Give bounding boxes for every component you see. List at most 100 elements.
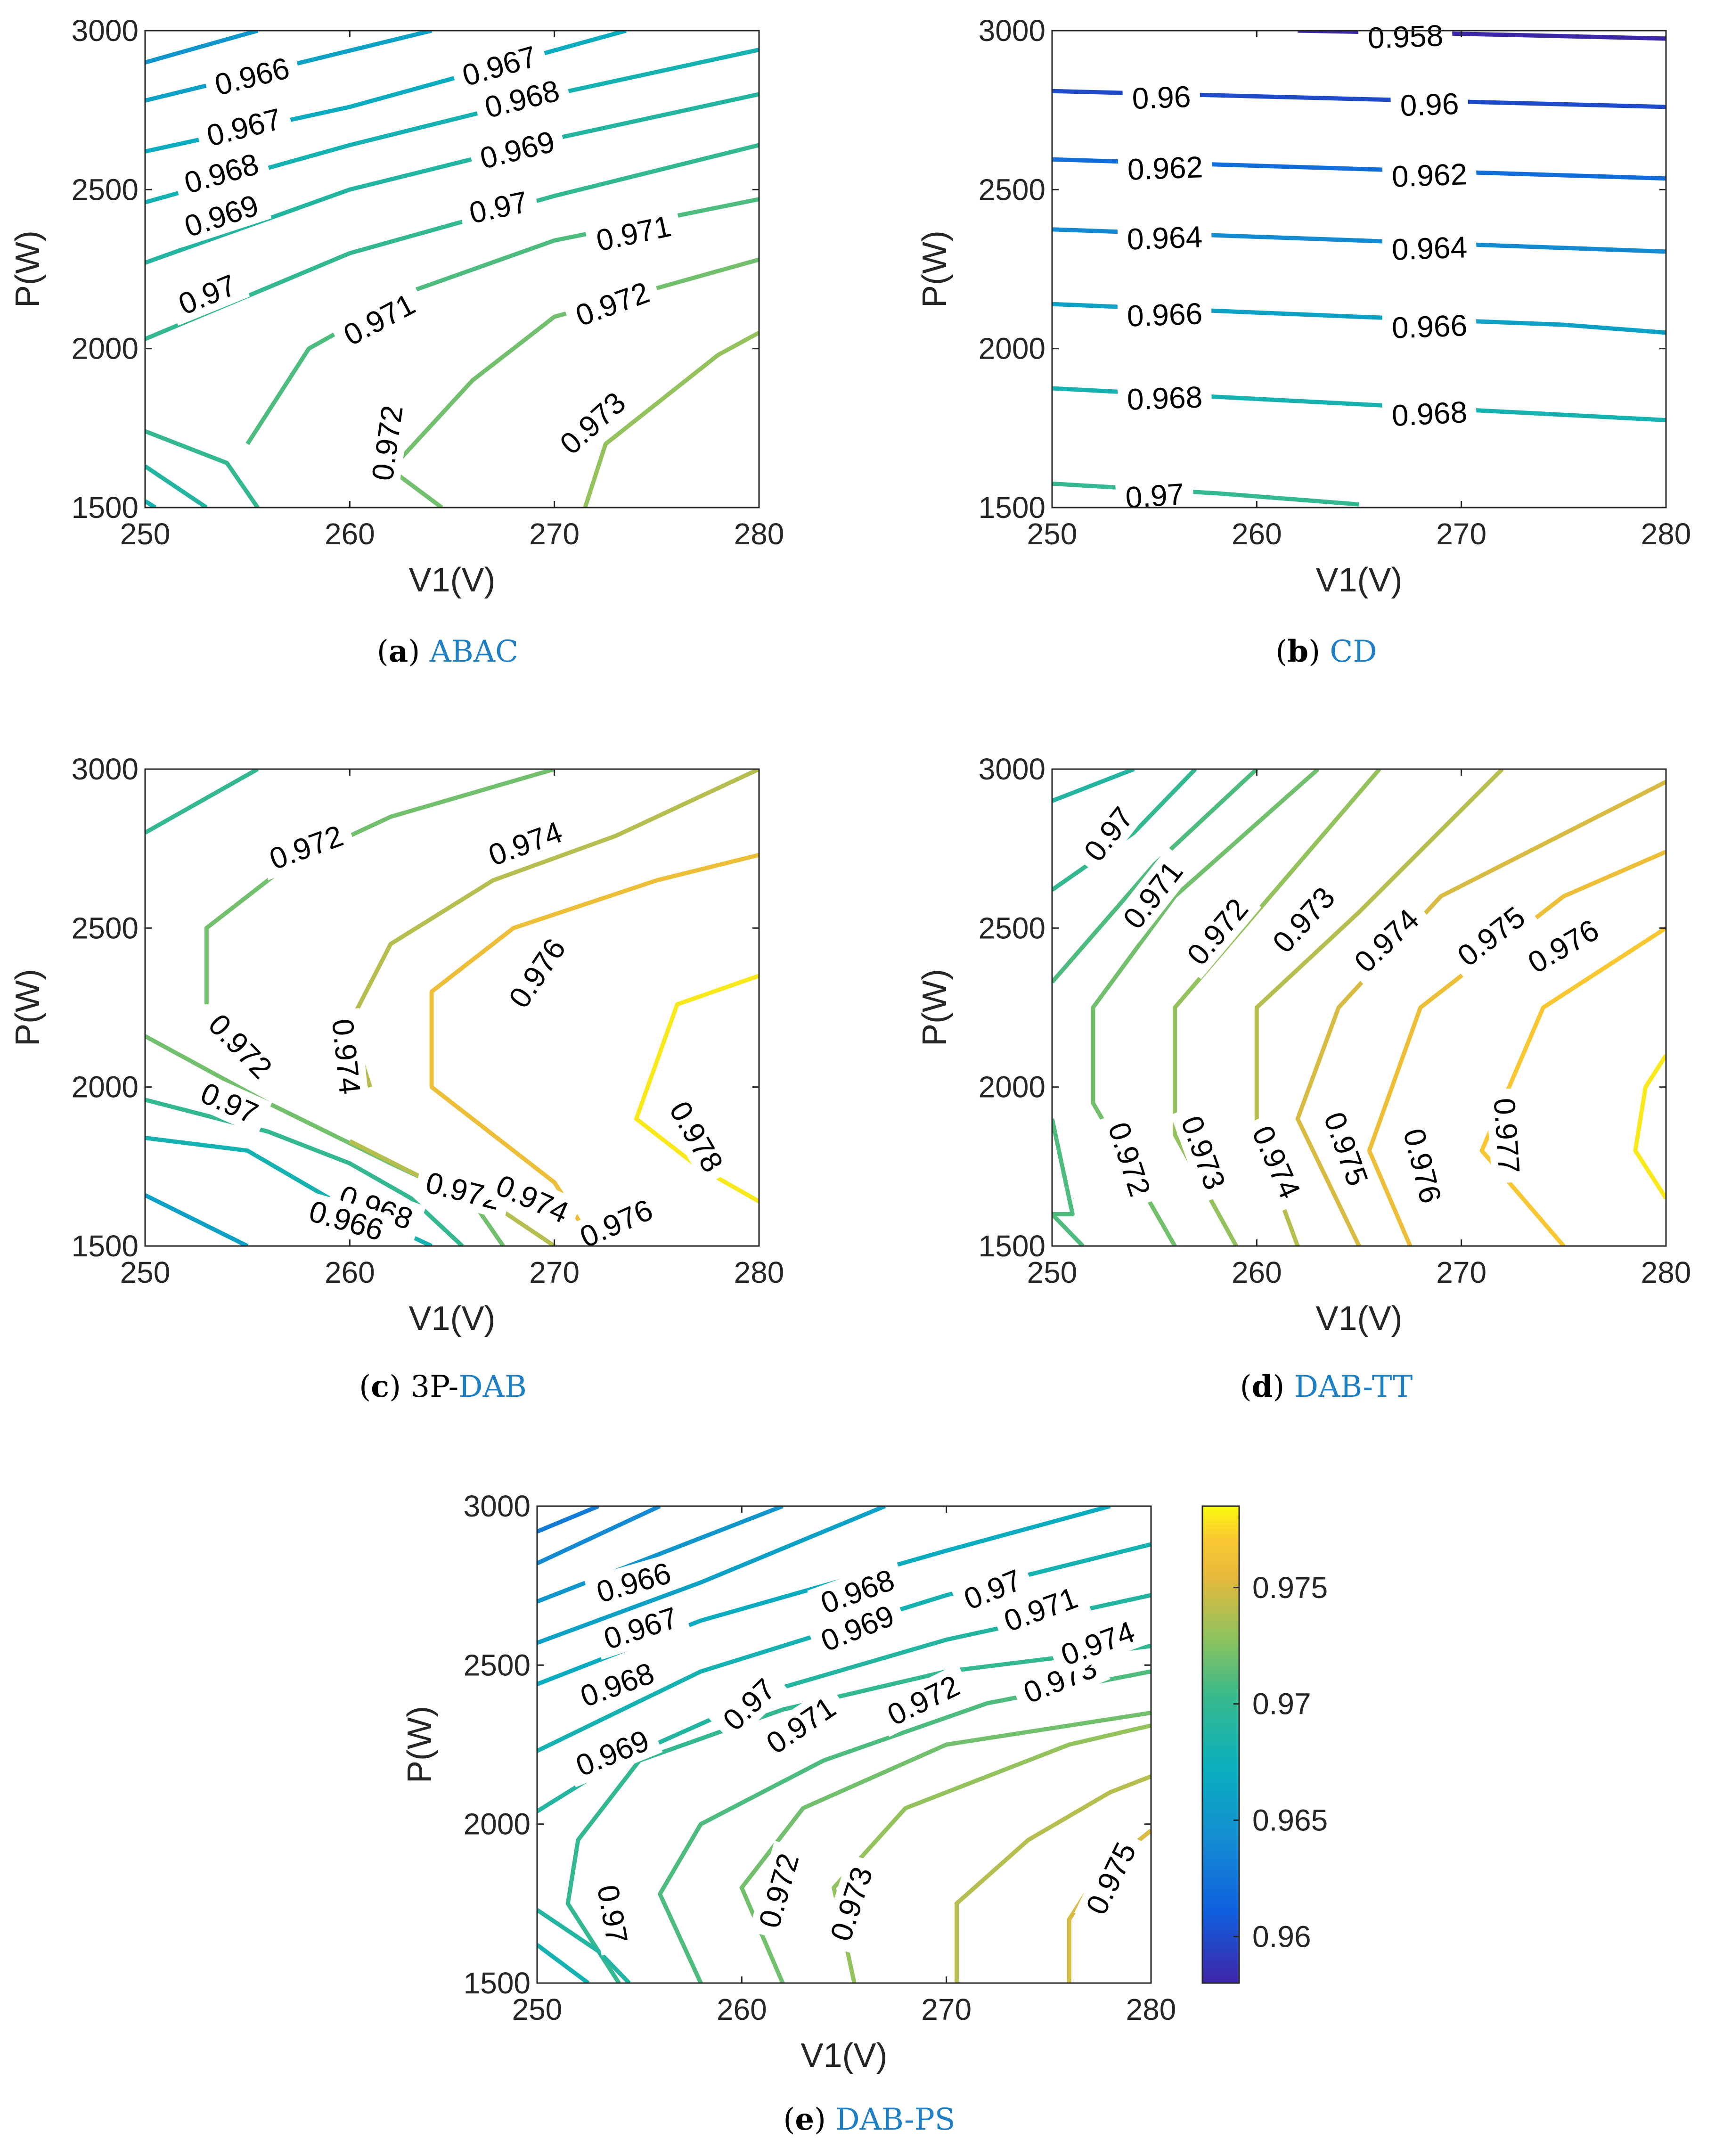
colorbar-tick-label: 0.96 — [1252, 1919, 1311, 1953]
x-tick-label: 250 — [1027, 1255, 1078, 1289]
caption-c-link[interactable]: DAB — [458, 1369, 527, 1404]
contour-label-bg — [950, 1558, 1036, 1621]
x-tick-label: 260 — [717, 1992, 767, 2026]
contour-line-0-976 — [429, 853, 759, 1246]
y-tick-label: 1500 — [464, 1966, 531, 2000]
contour-label-bg — [588, 1873, 637, 1956]
y-axis-label: P(W) — [9, 230, 47, 308]
contour-label-bg — [449, 36, 550, 96]
caption-a-letter: a — [388, 634, 408, 669]
contour-line-0-974 — [954, 1774, 1151, 1983]
contour-label-bg — [1390, 85, 1469, 124]
caption-e-letter: e — [795, 2102, 815, 2137]
caption-c: (c) 3P-DAB — [359, 1369, 527, 1404]
contour-line-0-964 — [537, 1506, 661, 1566]
contour-label-bg — [194, 98, 294, 156]
x-tick-label: 280 — [734, 1255, 784, 1289]
y-tick-label: 2000 — [72, 332, 139, 366]
contour-label-bg — [171, 143, 272, 204]
x-tick-label: 250 — [1027, 517, 1078, 551]
contour-line-0-97 — [1052, 481, 1359, 507]
contour-label-bg — [472, 70, 572, 128]
y-axis-label: P(W) — [401, 1706, 439, 1783]
contour-label: 0.966 — [1127, 296, 1203, 333]
contour-label-bg — [990, 1576, 1091, 1642]
y-tick-label: 1500 — [72, 491, 139, 525]
contour-line-0-966 — [145, 1193, 249, 1246]
caption-d-link[interactable]: DAB-TT — [1294, 1369, 1413, 1404]
contour-label-bg — [1358, 17, 1453, 57]
x-tick-label: 280 — [1641, 517, 1691, 551]
contour-label-bg — [1382, 307, 1477, 346]
contour-label-bg — [566, 1188, 667, 1259]
caption-e: (e) DAB-PS — [783, 2102, 956, 2137]
x-tick-label: 250 — [120, 1255, 171, 1289]
y-tick-label: 1500 — [979, 491, 1045, 525]
x-tick-label: 270 — [529, 517, 580, 551]
contour-label-bg — [657, 1087, 735, 1187]
contour-label-bg — [1122, 78, 1201, 117]
contour-label-bg — [1382, 156, 1477, 195]
x-tick-label: 250 — [120, 517, 171, 551]
contour-label-bg — [1117, 295, 1212, 335]
caption-a-link[interactable]: ABAC — [429, 634, 519, 669]
contour-label-bg — [1170, 1102, 1236, 1203]
panel-c-3p-dab: 0.972 0.9740.9740.9760.9760.9780.9720.970… — [9, 752, 784, 1337]
contour-line-0-975 — [1295, 779, 1666, 1246]
caption-b: (b) CD — [1275, 634, 1377, 669]
contour-label: 0.977 — [1487, 1097, 1527, 1175]
contour-label: 0.964 — [1127, 220, 1203, 256]
contour-label-bg — [1513, 907, 1613, 985]
contour-line-0-971 — [1052, 1118, 1075, 1216]
y-tick-label: 2000 — [464, 1807, 531, 1841]
contour-label: 0.962 — [1391, 157, 1468, 194]
y-tick-label: 2500 — [72, 911, 139, 945]
x-tick-label: 260 — [325, 1255, 375, 1289]
x-tick-label: 260 — [1232, 517, 1282, 551]
y-tick-label: 3000 — [72, 752, 139, 786]
contour-label-bg — [709, 1664, 790, 1745]
contour-label-bg — [1486, 1088, 1528, 1184]
contour-line-0-97 — [145, 769, 259, 835]
x-tick-label: 270 — [1436, 1255, 1486, 1289]
caption-e-link[interactable]: DAB-PS — [835, 2102, 956, 2137]
contour-label: 0.962 — [1127, 150, 1204, 187]
caption-b-link[interactable]: CD — [1330, 634, 1377, 669]
contour-label: 0.974 — [326, 1017, 367, 1096]
y-axis-label: P(W) — [9, 969, 47, 1046]
y-axis-label: P(W) — [916, 230, 954, 308]
y-tick-label: 3000 — [72, 14, 139, 48]
panel-b-cd: 0.958 0.96 0.96 0.962 0.962 0.964 0.964 0.966 0.… — [916, 14, 1691, 599]
caption-d-letter: d — [1251, 1369, 1273, 1404]
contour-label-bg — [323, 1008, 369, 1105]
contour-label-bg — [1313, 1098, 1379, 1199]
contour-label-bg — [873, 1664, 974, 1737]
contour-label-bg — [1070, 792, 1147, 876]
contour-label: 0.96 — [1132, 80, 1192, 115]
contour-label-bg — [1117, 218, 1212, 258]
contour-line-0-969 — [537, 1908, 631, 1983]
contour-line-0-969 — [145, 464, 208, 508]
contour-line-0-97 — [1052, 769, 1197, 892]
contour-line-0-968 — [537, 1943, 590, 1983]
contour-label: 0.97 — [1124, 477, 1185, 515]
contour-label-bg — [1382, 229, 1477, 268]
contour-label-bg — [590, 1597, 691, 1660]
y-tick-label: 2000 — [979, 1070, 1045, 1104]
colorbar-tick-label: 0.97 — [1252, 1687, 1311, 1721]
x-axis-label: V1(V) — [800, 2037, 887, 2074]
contour-line-0-973 — [583, 330, 759, 508]
contour-line-0-978 — [1633, 1054, 1666, 1200]
x-tick-label: 260 — [325, 517, 375, 551]
axes-frame — [1051, 768, 1667, 1247]
contour-lines — [145, 769, 759, 1246]
contour-label-bg — [1115, 475, 1195, 516]
y-tick-label: 2000 — [72, 1070, 139, 1104]
contour-label-bg — [1259, 873, 1348, 967]
contour-label-bg — [1381, 393, 1478, 434]
contour-label: 0.96 — [1400, 87, 1460, 123]
axes-frame — [1051, 30, 1667, 508]
